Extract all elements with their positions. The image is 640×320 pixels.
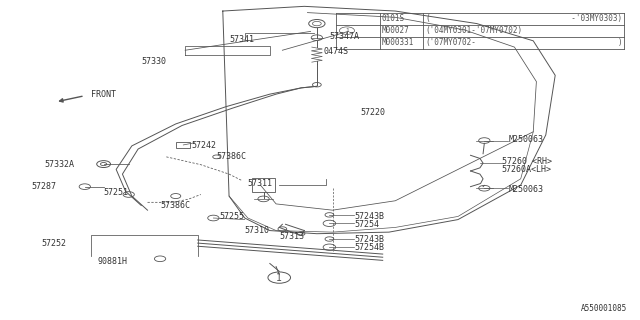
Text: 57242: 57242 xyxy=(191,141,216,150)
Text: 57287: 57287 xyxy=(31,182,56,191)
Text: 57252: 57252 xyxy=(41,239,66,248)
Text: 90881H: 90881H xyxy=(97,257,127,267)
Text: 57243B: 57243B xyxy=(355,212,385,221)
Text: 57260A<LH>: 57260A<LH> xyxy=(502,165,552,174)
Text: A550001085: A550001085 xyxy=(581,304,627,314)
Text: (: ( xyxy=(426,14,430,23)
Text: 57386C: 57386C xyxy=(160,201,190,210)
Text: 57255: 57255 xyxy=(220,212,244,221)
Bar xyxy=(252,178,275,192)
Text: 57251: 57251 xyxy=(104,188,129,197)
Text: 57220: 57220 xyxy=(361,108,386,117)
Text: 57386C: 57386C xyxy=(216,152,246,161)
Text: 57341: 57341 xyxy=(229,35,254,44)
Text: M250063: M250063 xyxy=(508,135,543,144)
Text: 0474S: 0474S xyxy=(323,47,348,56)
Bar xyxy=(177,142,190,148)
Text: 57254B: 57254B xyxy=(355,243,385,252)
Text: 1: 1 xyxy=(276,273,282,283)
Text: 57310: 57310 xyxy=(244,226,269,235)
Text: ): ) xyxy=(618,38,622,47)
Text: 57313: 57313 xyxy=(279,232,304,241)
Text: M000331: M000331 xyxy=(381,38,414,47)
Text: 57347A: 57347A xyxy=(330,32,360,41)
Text: ('07MY0702-: ('07MY0702- xyxy=(426,38,476,47)
Text: 57254: 57254 xyxy=(355,220,380,229)
Text: 57332A: 57332A xyxy=(44,160,74,169)
Text: -'03MY0303): -'03MY0303) xyxy=(562,14,622,23)
Text: ('04MY0301-'07MY0702): ('04MY0301-'07MY0702) xyxy=(426,26,522,35)
Text: 57243B: 57243B xyxy=(355,236,385,244)
Text: 57311: 57311 xyxy=(248,179,273,188)
Text: 57330: 57330 xyxy=(141,57,166,66)
Text: 1: 1 xyxy=(345,28,349,33)
Text: M250063: M250063 xyxy=(508,185,543,194)
Text: 57260 <RH>: 57260 <RH> xyxy=(502,157,552,166)
Text: FRONT: FRONT xyxy=(91,90,116,99)
Text: 0101S: 0101S xyxy=(381,14,404,23)
Text: M00027: M00027 xyxy=(381,26,409,35)
